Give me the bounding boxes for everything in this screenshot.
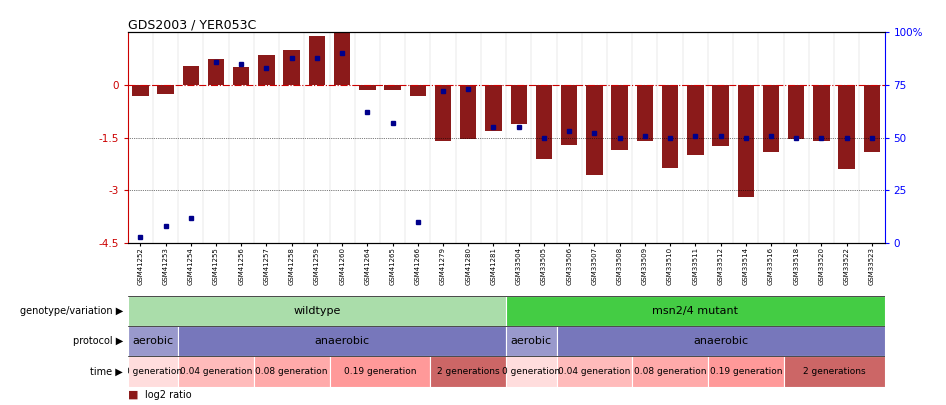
Bar [178,326,506,356]
Text: 0 generation: 0 generation [124,367,182,376]
Bar [460,85,477,139]
Text: log2 ratio: log2 ratio [145,390,191,400]
Bar [506,296,885,326]
Text: 2 generations: 2 generations [437,367,499,376]
Bar [334,32,350,85]
Bar [511,85,527,124]
Bar [864,85,880,152]
Bar [132,85,149,96]
Bar [435,85,451,141]
Bar [157,85,174,94]
Bar [430,356,506,387]
Bar [485,85,501,131]
Bar [506,356,556,387]
Text: aerobic: aerobic [132,336,173,346]
Bar [556,326,885,356]
Bar [128,326,178,356]
Text: 0.08 generation: 0.08 generation [255,367,328,376]
Text: genotype/variation ▶: genotype/variation ▶ [20,306,123,316]
Text: 0 generation: 0 generation [502,367,560,376]
Bar [128,356,178,387]
Text: 0.19 generation: 0.19 generation [343,367,416,376]
Bar [329,356,430,387]
Bar [632,356,708,387]
Bar [762,85,780,152]
Text: time ▶: time ▶ [90,367,123,377]
Bar [284,50,300,85]
Text: 0.04 generation: 0.04 generation [558,367,631,376]
Bar [208,59,224,85]
Bar [233,68,250,85]
Bar [662,85,678,168]
Text: ■: ■ [128,390,138,400]
Bar [258,55,274,85]
Text: 2 generations: 2 generations [803,367,866,376]
Bar [556,356,632,387]
Bar [838,85,855,169]
Bar [783,356,885,387]
Bar [687,85,704,155]
Bar [308,36,325,85]
Bar [178,356,254,387]
Bar [738,85,754,197]
Bar [506,326,556,356]
Text: GDS2003 / YER053C: GDS2003 / YER053C [128,18,256,31]
Bar [183,66,199,85]
Text: anaerobic: anaerobic [315,336,370,346]
Bar [637,85,653,141]
Text: 0.19 generation: 0.19 generation [710,367,782,376]
Bar [561,85,577,145]
Bar [384,85,401,90]
Bar [587,85,603,175]
Text: aerobic: aerobic [511,336,552,346]
Bar [788,85,804,139]
Bar [535,85,552,159]
Text: msn2/4 mutant: msn2/4 mutant [653,306,738,316]
Bar [814,85,830,141]
Text: 0.04 generation: 0.04 generation [180,367,253,376]
Bar [128,296,506,326]
Text: protocol ▶: protocol ▶ [73,336,123,346]
Text: wildtype: wildtype [293,306,341,316]
Bar [712,85,728,147]
Bar [359,85,376,90]
Text: 0.08 generation: 0.08 generation [634,367,707,376]
Bar [611,85,628,150]
Text: anaerobic: anaerobic [693,336,748,346]
Bar [410,85,426,96]
Bar [708,356,783,387]
Bar [254,356,329,387]
